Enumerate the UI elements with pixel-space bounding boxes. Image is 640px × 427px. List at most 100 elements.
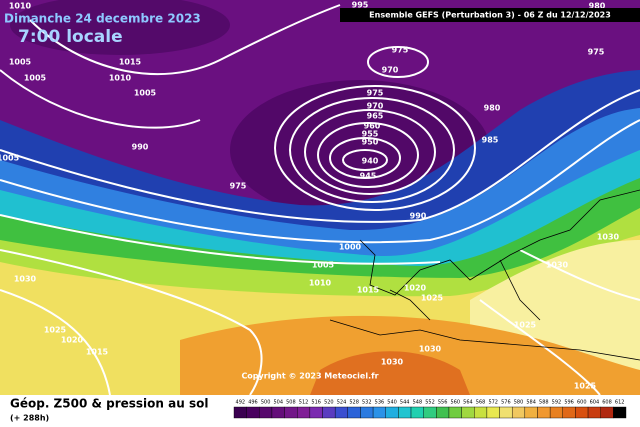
legend-swatch xyxy=(524,406,538,419)
legend-label: 512 xyxy=(299,400,309,406)
isobar-label: 1030 xyxy=(14,275,37,284)
isobar-label: 970 xyxy=(382,66,399,75)
model-info: Ensemble GEFS (Perturbation 3) - 06 Z du… xyxy=(369,11,611,20)
legend-label: 540 xyxy=(387,400,397,406)
isobar-label: 975 xyxy=(392,46,409,55)
footer-title: Géop. Z500 & pression au sol xyxy=(10,397,208,411)
legend-swatch xyxy=(486,406,500,419)
legend-swatch xyxy=(537,406,551,419)
legend-label: 524 xyxy=(337,400,347,406)
legend-swatch xyxy=(499,406,513,419)
legend-swatch xyxy=(474,406,488,419)
isobar-label: 990 xyxy=(132,143,149,152)
legend-swatch xyxy=(233,406,247,419)
isobar-label: 1020 xyxy=(404,284,427,293)
legend-swatch xyxy=(423,406,437,419)
coastlines xyxy=(329,189,640,361)
legend-label: 564 xyxy=(463,400,473,406)
legend-swatch xyxy=(322,406,336,419)
legend-label: 588 xyxy=(539,400,549,406)
legend-swatch xyxy=(461,406,475,419)
legend-swatch xyxy=(549,406,563,419)
legend-swatch xyxy=(575,406,589,419)
legend-swatch xyxy=(448,406,462,419)
legend-swatch xyxy=(587,406,601,419)
legend-label: 608 xyxy=(602,400,612,406)
isobar-label: 1005 xyxy=(24,74,47,83)
legend-label: 492 xyxy=(236,400,246,406)
isobar-label: 1030 xyxy=(546,261,569,270)
legend-swatch xyxy=(398,406,412,419)
legend-label: 568 xyxy=(476,400,486,406)
legend-label: 544 xyxy=(400,400,410,406)
isobar-label: 955 xyxy=(362,130,379,139)
legend-swatch xyxy=(562,406,576,419)
legend-label: 552 xyxy=(425,400,435,406)
legend-swatch xyxy=(410,406,424,419)
footer-lead: (+ 288h) xyxy=(10,414,49,423)
legend-label: 536 xyxy=(375,400,385,406)
time: 7:00 locale xyxy=(18,27,123,47)
isobar-label: 1025 xyxy=(574,382,597,391)
legend-label: 592 xyxy=(552,400,562,406)
isobar-label: 960 xyxy=(364,122,381,131)
isobar-label: 1025 xyxy=(421,294,444,303)
legend-label: 580 xyxy=(514,400,524,406)
copyright: Copyright © 2023 Meteociel.fr xyxy=(241,372,378,381)
isobar-label: 975 xyxy=(230,182,247,191)
isobar-label: 945 xyxy=(360,172,377,181)
isobar-label: 1020 xyxy=(61,336,84,345)
isobar-label: 1005 xyxy=(312,261,335,270)
isobar-label: 1000 xyxy=(339,243,362,252)
legend-label: 548 xyxy=(413,400,423,406)
legend-swatch xyxy=(297,406,311,419)
isobar-label: 975 xyxy=(367,89,384,98)
legend-label: 572 xyxy=(488,400,498,406)
model-box xyxy=(340,8,640,22)
date: Dimanche 24 decembre 2023 xyxy=(4,12,201,26)
isobar-label: 940 xyxy=(362,157,379,166)
isobar-label: 1005 xyxy=(134,89,157,98)
legend-label: 612 xyxy=(615,400,625,406)
isobar-label: 1025 xyxy=(44,326,67,335)
legend-swatch xyxy=(309,406,323,419)
isobar-lines xyxy=(0,4,640,396)
legend-swatch xyxy=(334,406,349,419)
legend-label: 508 xyxy=(286,400,296,406)
isobar-label: 970 xyxy=(367,102,384,111)
isobar-label: 975 xyxy=(588,48,605,57)
legend-label: 496 xyxy=(248,400,258,406)
isobar-label: 990 xyxy=(410,212,427,221)
legend-label: 528 xyxy=(349,400,359,406)
legend-label: 560 xyxy=(451,400,461,406)
legend-swatch xyxy=(600,406,614,419)
legend-label: 576 xyxy=(501,400,511,406)
legend-swatch xyxy=(259,406,273,419)
legend-swatch xyxy=(511,406,526,419)
legend-swatch xyxy=(347,406,361,419)
legend-swatch xyxy=(246,406,260,419)
isobar-label: 980 xyxy=(589,2,606,11)
isobar-label: 1015 xyxy=(119,58,142,67)
isobar-label: 1005 xyxy=(0,154,20,163)
isobar-label: 965 xyxy=(367,112,384,121)
legend-swatch xyxy=(436,406,450,419)
legend-label: 556 xyxy=(438,400,448,406)
legend-swatch xyxy=(385,406,399,419)
legend-label: 520 xyxy=(324,400,334,406)
isobar-label: 1010 xyxy=(309,279,332,288)
isobar-label: 980 xyxy=(484,104,501,113)
legend-label: 596 xyxy=(564,400,574,406)
isobar-label: 1030 xyxy=(381,358,404,367)
isobar-label: 950 xyxy=(362,138,379,147)
legend-swatch xyxy=(271,406,285,419)
legend-label: 604 xyxy=(590,400,600,406)
isobar-label: 1015 xyxy=(86,348,109,357)
isobar-label: 985 xyxy=(482,136,499,145)
isobar-label: 1010 xyxy=(9,2,32,11)
map-background xyxy=(0,0,640,395)
isobar-label: 1030 xyxy=(419,345,442,354)
isobar-label: 1025 xyxy=(514,321,537,330)
legend-label: 584 xyxy=(526,400,536,406)
isobar-label: 1010 xyxy=(109,74,132,83)
